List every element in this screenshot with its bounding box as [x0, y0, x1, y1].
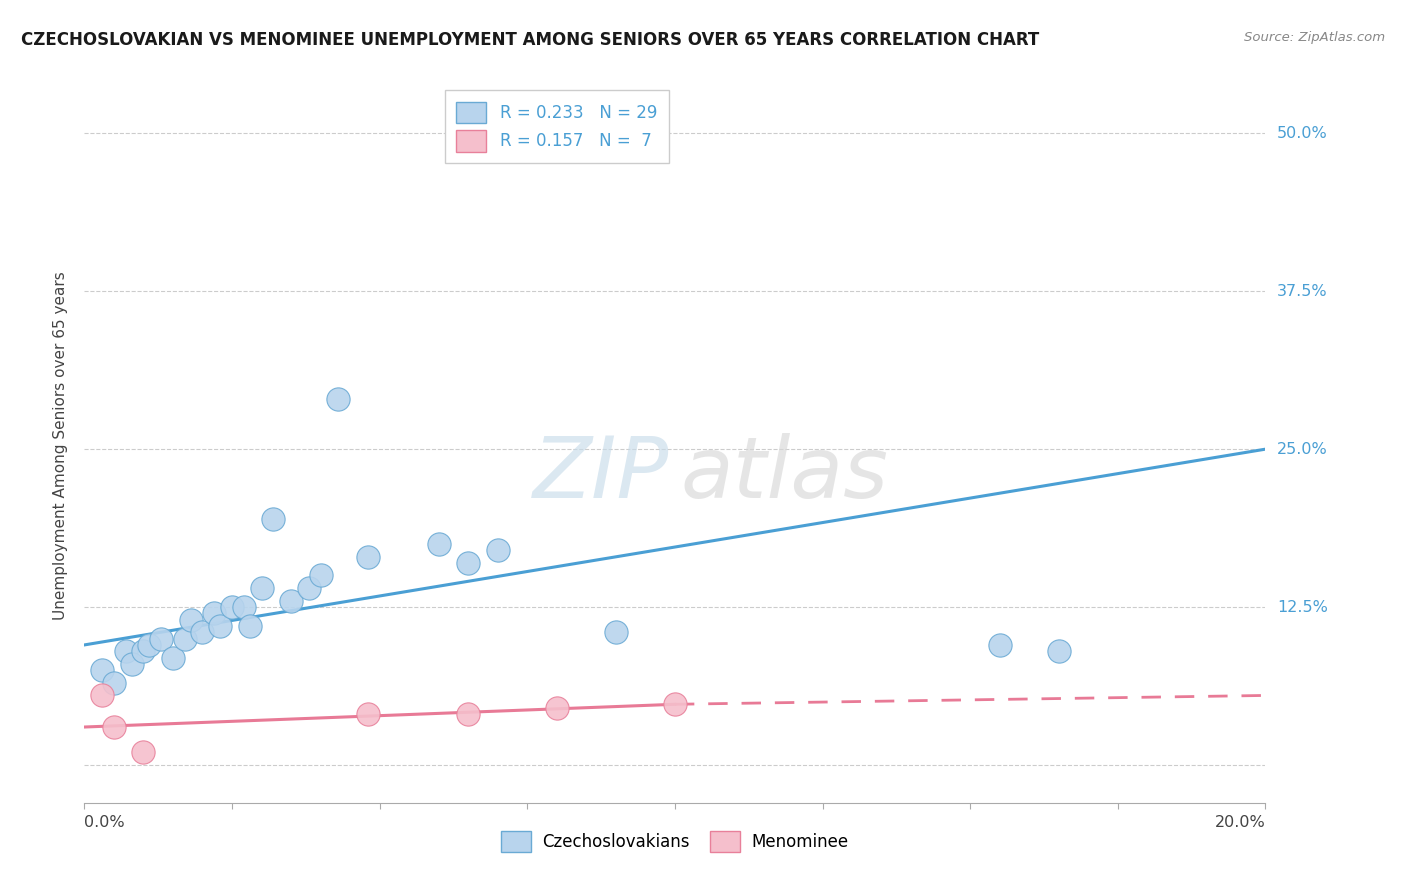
Point [162, 650, 184, 665]
Text: 12.5%: 12.5% [1277, 599, 1329, 615]
Point [150, 632, 173, 646]
Point [191, 625, 214, 640]
Point [357, 549, 380, 564]
Point [91, 689, 114, 703]
Text: 25.0%: 25.0% [1277, 442, 1327, 457]
Text: 50.0%: 50.0% [1277, 126, 1327, 141]
Point [457, 556, 479, 570]
Point [309, 568, 332, 582]
Point [328, 392, 350, 406]
Point [357, 707, 380, 722]
Point [173, 632, 195, 646]
Point [427, 537, 450, 551]
Point [138, 638, 160, 652]
Point [91, 663, 114, 677]
Legend: Czechoslovakians, Menominee: Czechoslovakians, Menominee [495, 824, 855, 859]
Point [209, 619, 232, 633]
Point [1047, 644, 1070, 658]
Text: 0.0%: 0.0% [84, 815, 125, 830]
Point [132, 745, 155, 759]
Point [280, 593, 302, 607]
Point [262, 511, 284, 525]
Point [486, 543, 509, 558]
Point [221, 600, 243, 615]
Y-axis label: Unemployment Among Seniors over 65 years: Unemployment Among Seniors over 65 years [53, 272, 69, 620]
Point [202, 607, 225, 621]
Point [239, 619, 262, 633]
Point [180, 613, 202, 627]
Point [103, 675, 125, 690]
Point [114, 644, 136, 658]
Point [298, 581, 321, 595]
Point [664, 698, 686, 712]
Point [605, 625, 627, 640]
Point [121, 657, 143, 671]
Point [250, 581, 273, 595]
Text: ZIP: ZIP [533, 433, 669, 516]
Point [457, 707, 479, 722]
Text: CZECHOSLOVAKIAN VS MENOMINEE UNEMPLOYMENT AMONG SENIORS OVER 65 YEARS CORRELATIO: CZECHOSLOVAKIAN VS MENOMINEE UNEMPLOYMEN… [21, 31, 1039, 49]
Text: 20.0%: 20.0% [1215, 815, 1265, 830]
Text: atlas: atlas [681, 433, 889, 516]
Point [988, 638, 1011, 652]
Text: Source: ZipAtlas.com: Source: ZipAtlas.com [1244, 31, 1385, 45]
Point [103, 720, 125, 734]
Point [546, 701, 568, 715]
Point [132, 644, 155, 658]
Text: 37.5%: 37.5% [1277, 284, 1327, 299]
Point [232, 600, 254, 615]
